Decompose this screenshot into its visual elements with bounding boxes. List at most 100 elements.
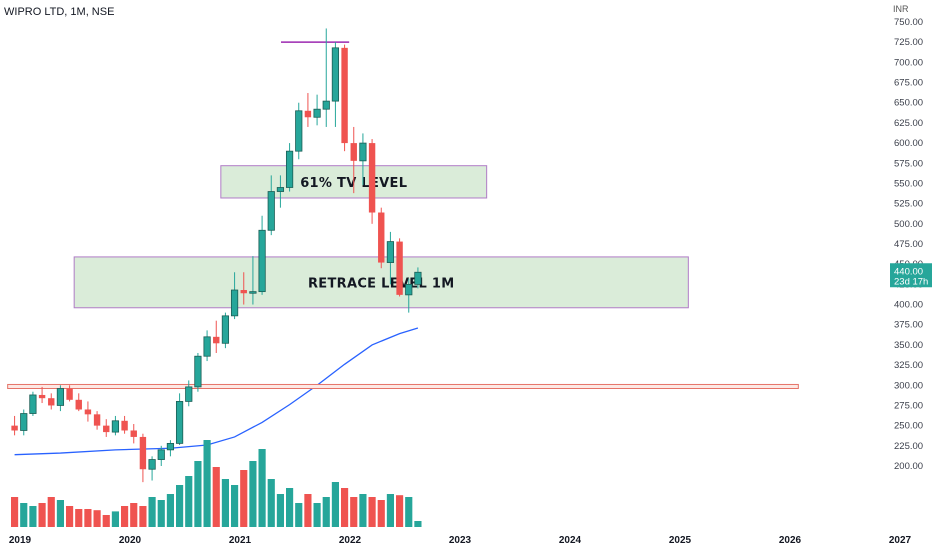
candle[interactable] [276, 175, 285, 208]
candle[interactable] [249, 256, 257, 305]
candle[interactable] [240, 272, 247, 305]
candle[interactable] [405, 278, 413, 313]
candle[interactable] [56, 385, 65, 412]
y-tick-label: 350.00 [894, 340, 923, 351]
x-tick-label: 2026 [779, 535, 802, 546]
volume-bar [166, 494, 174, 527]
y-tick-label: 675.00 [894, 78, 923, 89]
candle[interactable] [368, 139, 376, 224]
volume-bar [102, 515, 110, 527]
volume-bar [258, 449, 266, 527]
y-tick-label: 725.00 [894, 37, 923, 48]
candle[interactable] [230, 272, 239, 320]
candle[interactable] [378, 207, 385, 269]
candle[interactable] [331, 42, 340, 127]
candle[interactable] [48, 393, 55, 410]
volume-bar [249, 461, 257, 527]
candle[interactable] [148, 456, 156, 481]
candle[interactable] [359, 133, 367, 186]
volume-bar [276, 494, 284, 527]
candle[interactable] [75, 393, 82, 412]
volume-bar [139, 506, 147, 527]
volume-bar [29, 506, 37, 527]
candle[interactable] [194, 352, 202, 392]
y-tick-label: 575.00 [894, 158, 923, 169]
volume-bar [84, 509, 92, 527]
candle[interactable] [267, 175, 275, 236]
volume-bar [414, 521, 422, 527]
volume-bar [38, 503, 46, 527]
candle[interactable] [157, 445, 165, 466]
candle[interactable] [396, 238, 403, 297]
candle[interactable] [121, 415, 128, 434]
y-tick-label: 650.00 [894, 98, 923, 109]
chart-title: WIPRO LTD, 1M, NSE [4, 6, 115, 18]
candle[interactable] [285, 143, 294, 192]
volume-bar [377, 500, 385, 527]
y-tick-label: 325.00 [894, 360, 923, 371]
candle[interactable] [258, 215, 266, 295]
volume-bar [11, 497, 19, 527]
volume-bar [47, 497, 55, 527]
candle[interactable] [20, 409, 28, 436]
candle[interactable] [93, 411, 101, 430]
x-tick-label: 2023 [449, 535, 472, 546]
volume-bar [203, 440, 211, 527]
candle[interactable] [66, 385, 73, 402]
candle[interactable] [322, 28, 330, 127]
candle[interactable] [350, 126, 357, 194]
volume-bar [75, 509, 83, 527]
candle[interactable] [11, 415, 18, 436]
candle[interactable] [103, 419, 110, 437]
volume-bar [267, 479, 275, 527]
y-tick-label: 625.00 [894, 118, 923, 129]
candle[interactable] [203, 330, 211, 362]
candle[interactable] [341, 44, 348, 152]
volume-bar [157, 500, 165, 527]
currency-label: INR [893, 4, 909, 14]
y-tick-label: 225.00 [894, 441, 923, 452]
candle[interactable] [386, 231, 395, 285]
zone-retrace-level-label: RETRACE LEVEL 1M [308, 276, 454, 291]
candle[interactable] [295, 102, 303, 160]
candle[interactable] [166, 440, 175, 457]
y-tick-label: 500.00 [894, 219, 923, 230]
candle[interactable] [84, 401, 92, 422]
volume-bar [185, 476, 193, 527]
candle[interactable] [304, 93, 312, 127]
candle[interactable] [313, 94, 321, 126]
volume-bar [322, 497, 330, 527]
y-tick-label: 400.00 [894, 300, 923, 311]
candle[interactable] [221, 312, 230, 349]
candle[interactable] [38, 386, 46, 404]
y-tick-label: 275.00 [894, 400, 923, 411]
volume-bar [341, 488, 349, 527]
candle[interactable] [130, 424, 137, 444]
volume-bar [368, 497, 376, 527]
x-tick-label: 2024 [559, 535, 582, 546]
candle[interactable] [213, 320, 220, 353]
y-tick-label: 600.00 [894, 138, 923, 149]
candle[interactable] [111, 415, 120, 436]
volume-bar [194, 461, 202, 527]
x-tick-label: 2025 [669, 535, 692, 546]
y-tick-label: 550.00 [894, 178, 923, 189]
moving-average-line [14, 327, 419, 456]
candle[interactable] [185, 380, 193, 407]
volume-bar [386, 494, 394, 527]
candle[interactable] [139, 433, 147, 483]
candle[interactable] [414, 267, 422, 289]
volume-bar [111, 511, 119, 527]
volume-bar [20, 503, 28, 527]
x-tick-label: 2020 [119, 535, 142, 546]
bar-countdown: 23d 17h [894, 276, 928, 287]
volume-bar [396, 495, 404, 527]
volume-bar [405, 497, 413, 527]
volume-bar [313, 503, 321, 527]
support-line-300[interactable] [7, 383, 799, 390]
candle[interactable] [175, 393, 184, 446]
candle[interactable] [29, 391, 37, 416]
volume-bar [350, 497, 358, 527]
